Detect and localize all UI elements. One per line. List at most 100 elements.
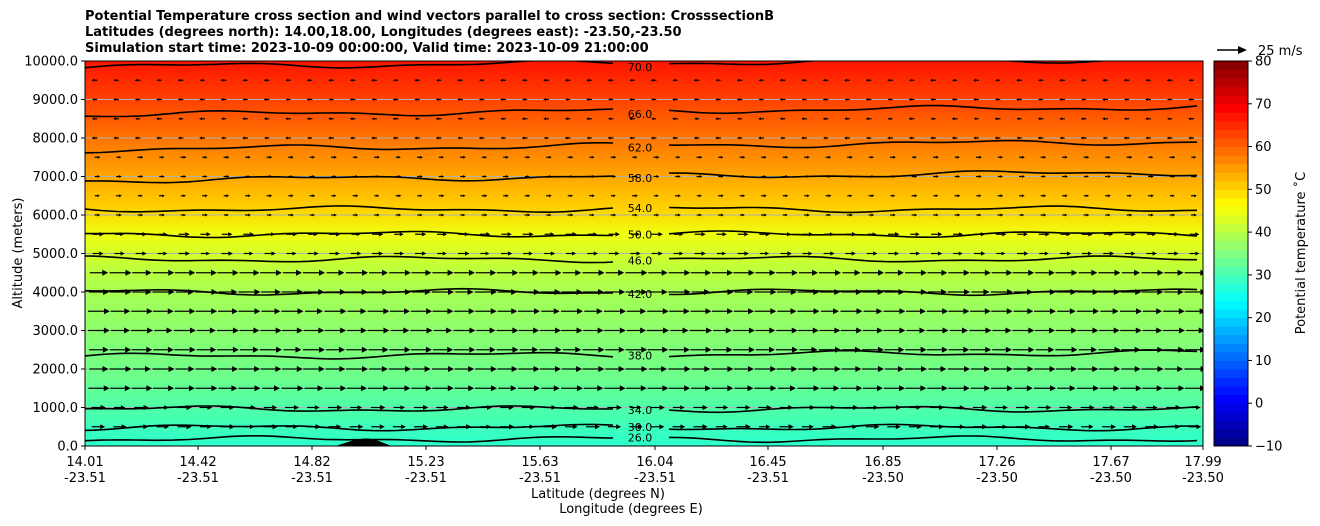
wind-vector-head bbox=[914, 175, 918, 178]
plot-area: 26.030.034.038.042.046.050.054.058.062.0… bbox=[84, 60, 1204, 447]
title-line-1: Potential Temperature cross section and … bbox=[85, 9, 775, 24]
wind-vector-head bbox=[1092, 289, 1099, 295]
wind-vector-head bbox=[770, 308, 777, 315]
wind-vector-head bbox=[892, 194, 896, 198]
wind-vector-head bbox=[765, 251, 770, 256]
wind-vector-head bbox=[319, 346, 326, 353]
wind-vector-head bbox=[464, 232, 470, 237]
wind-vector-head bbox=[801, 78, 805, 82]
wind-vector-head bbox=[161, 155, 165, 159]
wind-vector-head bbox=[951, 117, 955, 121]
wind-vector-head bbox=[468, 269, 475, 276]
wind-vector-head bbox=[726, 346, 733, 353]
wind-vector-head bbox=[103, 289, 110, 295]
wind-vector-head bbox=[125, 269, 132, 276]
wind-vector-head bbox=[383, 327, 390, 334]
wind-vector-head bbox=[163, 232, 168, 237]
wind-vector-head bbox=[1016, 117, 1020, 121]
wind-vector-head bbox=[448, 289, 455, 295]
wind-vector-head bbox=[231, 289, 238, 295]
colorbar-band bbox=[1214, 172, 1248, 182]
wind-vector-head bbox=[1027, 289, 1034, 295]
wind-vector-head bbox=[507, 232, 512, 237]
wind-vector-head bbox=[801, 117, 805, 121]
wind-vector-head bbox=[983, 289, 990, 295]
wind-vector-head bbox=[253, 269, 260, 276]
contour-line bbox=[85, 435, 614, 443]
wind-vector-head bbox=[335, 232, 341, 237]
wind-vector-head bbox=[619, 289, 626, 295]
wind-vector-head bbox=[683, 346, 690, 353]
wind-vector-head bbox=[142, 251, 147, 256]
wind-vector-head bbox=[1114, 269, 1121, 276]
wind-vector-head bbox=[684, 385, 691, 392]
wind-vector-head bbox=[1107, 155, 1111, 159]
wind-vector-head bbox=[555, 269, 562, 276]
colorbar-band bbox=[1214, 283, 1248, 293]
wind-vector-head bbox=[403, 327, 410, 334]
wind-vector-head bbox=[973, 136, 977, 140]
wind-vector-head bbox=[941, 269, 948, 276]
wind-vector-head bbox=[232, 327, 239, 334]
wind-vector-head bbox=[594, 424, 601, 430]
wind-vector-head bbox=[457, 78, 461, 82]
wind-vector-head bbox=[887, 78, 891, 82]
wind-vector-head bbox=[865, 78, 869, 82]
wind-vector-head bbox=[1172, 194, 1175, 198]
wind-vector-head bbox=[693, 78, 697, 82]
wind-vector-head bbox=[959, 424, 965, 430]
contour-label: 70.0 bbox=[628, 61, 653, 74]
wind-vector-head bbox=[871, 155, 875, 159]
wind-vector-head bbox=[382, 346, 389, 353]
wind-vector-head bbox=[295, 346, 302, 353]
wind-vector-head bbox=[146, 346, 153, 353]
wind-vector-head bbox=[727, 366, 734, 372]
wind-vector-head bbox=[849, 175, 853, 178]
wind-vector-head bbox=[271, 232, 276, 237]
wind-vector-head bbox=[242, 117, 246, 121]
wind-vector-head bbox=[1091, 269, 1098, 276]
wind-vector-head bbox=[315, 424, 321, 430]
wind-vector-head bbox=[618, 269, 625, 276]
wind-vector-head bbox=[1080, 136, 1084, 140]
wind-vector-head bbox=[1200, 289, 1203, 295]
wind-vector-head bbox=[1150, 213, 1154, 217]
wind-vector-head bbox=[550, 232, 555, 237]
wind-vector-head bbox=[865, 117, 869, 121]
wind-vector-head bbox=[1006, 366, 1013, 372]
wind-vector-head bbox=[957, 213, 961, 217]
wind-vector-head bbox=[1086, 213, 1090, 217]
colorbar-band bbox=[1214, 326, 1248, 336]
wind-vector-head bbox=[340, 308, 347, 315]
wind-vector-head bbox=[898, 289, 905, 295]
wind-vector-head bbox=[1157, 346, 1164, 353]
wind-vector-head bbox=[168, 366, 175, 372]
colorbar-band bbox=[1214, 394, 1248, 404]
wind-vector-head bbox=[723, 424, 728, 430]
wind-vector-head bbox=[957, 155, 960, 159]
wind-vector-head bbox=[511, 289, 518, 295]
wind-vector-head bbox=[808, 251, 813, 256]
wind-vector-head bbox=[1000, 194, 1004, 198]
wind-vector-head bbox=[292, 251, 297, 256]
wind-vector-head bbox=[469, 327, 476, 334]
wind-vector-head bbox=[527, 213, 531, 217]
wind-vector-head bbox=[401, 424, 406, 430]
wind-vector-head bbox=[97, 194, 100, 198]
wind-vector-head bbox=[963, 269, 970, 276]
wind-vector-head bbox=[467, 289, 474, 295]
wind-vector-head bbox=[1045, 232, 1050, 237]
wind-vector-head bbox=[598, 289, 605, 295]
wind-vector-head bbox=[1166, 98, 1170, 101]
wind-vector-head bbox=[788, 405, 794, 410]
wind-vector-head bbox=[507, 251, 513, 256]
wind-vector-head bbox=[1026, 385, 1033, 392]
wind-vector-head bbox=[661, 289, 668, 295]
wind-vector-head bbox=[591, 155, 595, 159]
x-tick-lon: -23.51 bbox=[64, 471, 106, 486]
wind-vector-head bbox=[349, 78, 353, 82]
wind-vector-head bbox=[1043, 194, 1047, 198]
wind-vector-head bbox=[118, 194, 122, 198]
x-tick-lon: -23.51 bbox=[634, 471, 676, 486]
wind-vector-head bbox=[618, 366, 625, 372]
